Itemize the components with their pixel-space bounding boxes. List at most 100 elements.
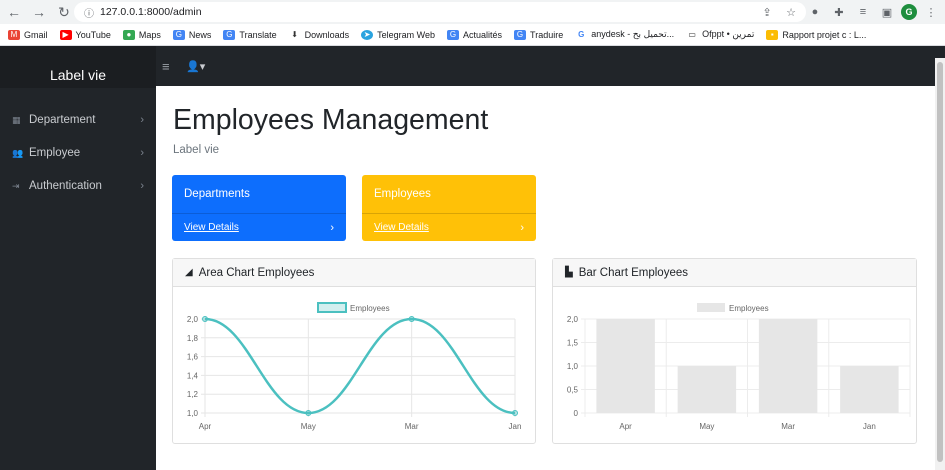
menu-toggle-icon[interactable]: ≡: [162, 59, 178, 74]
telegram-icon: ➤: [361, 30, 373, 40]
y-tick-label: 1,5: [567, 339, 579, 348]
bookmark-downloads[interactable]: ⬇ Downloads: [289, 30, 350, 40]
users-icon: 👥: [12, 148, 26, 159]
document-icon: ▭: [686, 30, 698, 40]
bar-chart: Employees 2,0 1,5 1,0 0,5 0 Apr May Mar Jan: [553, 287, 916, 443]
share-icon[interactable]: ⇪: [757, 2, 777, 22]
series-line: [205, 319, 515, 413]
bookmark-translate[interactable]: G Translate: [223, 30, 276, 40]
x-tick-label: May: [301, 422, 316, 431]
legend-label: Employees: [729, 304, 769, 313]
legend-label: Employees: [350, 304, 390, 313]
y-tick-label: 1,0: [567, 362, 579, 371]
user-dropdown-icon[interactable]: 👤▾: [186, 60, 205, 73]
profile-avatar[interactable]: G: [901, 4, 917, 20]
back-icon[interactable]: ←: [3, 1, 25, 23]
card-title: Employees: [362, 175, 536, 214]
card-title: Departments: [172, 175, 346, 214]
sidebar-item-employee[interactable]: 👥 Employee ›: [0, 140, 156, 166]
departments-view-details-link[interactable]: View Details: [184, 222, 239, 233]
forward-icon[interactable]: →: [28, 1, 50, 23]
bookmark-actualites[interactable]: G Actualités: [447, 30, 502, 40]
gmail-icon: M: [8, 30, 20, 40]
employees-card: Employees View Details ›: [362, 175, 536, 241]
area-chart-card: ◢ Area Chart Employees Employees 2,0 1,8 1,…: [172, 258, 536, 444]
legend-swatch: [318, 303, 346, 312]
news-icon: G: [173, 30, 185, 40]
bookmark-telegram[interactable]: ➤ Telegram Web: [361, 30, 435, 40]
bookmark-ofppt[interactable]: ▭ Ofppt • تمرين: [686, 29, 754, 40]
x-tick-label: Mar: [405, 422, 419, 431]
url-text: 127.0.0.1:8000/admin: [100, 6, 202, 18]
sidebar-item-authentication[interactable]: ⇥ Authentication ›: [0, 173, 156, 199]
info-icon[interactable]: ⓘ: [84, 5, 94, 20]
scrollbar-thumb[interactable]: [937, 62, 943, 462]
chevron-right-icon: ›: [140, 114, 144, 126]
address-bar[interactable]: ⓘ 127.0.0.1:8000/admin: [74, 2, 806, 22]
y-tick-label: 2,0: [187, 315, 199, 324]
x-tick-label: May: [699, 422, 714, 431]
y-tick-label: 1,0: [187, 409, 199, 418]
browser-toolbar: ← → ↻ ⓘ 127.0.0.1:8000/admin ⇪ ☆ ● ✚ ≡ ▣…: [0, 0, 945, 24]
reload-icon[interactable]: ↻: [53, 1, 75, 23]
bar-chart-card: ▙ Bar Chart Employees Employees 2,0 1,5 1,0…: [552, 258, 917, 444]
data-point: [306, 411, 311, 416]
data-point: [203, 317, 208, 322]
bookmark-gmail[interactable]: M Gmail: [8, 30, 48, 40]
bookmark-rapport[interactable]: ▪ Rapport projet c : L...: [766, 30, 866, 40]
page-title: Employees Management: [173, 104, 488, 137]
x-tick-label: Apr: [619, 422, 632, 431]
chevron-right-icon: ›: [520, 222, 524, 234]
news-icon: G: [447, 30, 459, 40]
bar: [840, 366, 899, 413]
chevron-right-icon: ›: [140, 147, 144, 159]
bar: [678, 366, 737, 413]
departments-card: Departments View Details ›: [172, 175, 346, 241]
app: Label vie ▦ Departement › 👥 Employee › ⇥…: [0, 46, 945, 470]
data-point: [409, 317, 414, 322]
x-tick-label: Jan: [509, 422, 522, 431]
side-panel-icon[interactable]: ▣: [877, 2, 897, 22]
main-content: Employees Management Label vie Departmen…: [156, 86, 935, 470]
star-icon[interactable]: ☆: [781, 2, 801, 22]
y-tick-label: 1,8: [187, 334, 199, 343]
bar: [596, 319, 655, 413]
menu-dots-icon[interactable]: ⋮: [921, 2, 941, 22]
table-icon: ▦: [12, 115, 26, 126]
translate-icon: G: [514, 30, 526, 40]
sidebar: Label vie ▦ Departement › 👥 Employee › ⇥…: [0, 46, 156, 470]
employees-view-details-link[interactable]: View Details: [374, 222, 429, 233]
bookmark-news[interactable]: G News: [173, 30, 212, 40]
slides-icon: ▪: [766, 30, 778, 40]
x-tick-label: Apr: [199, 422, 212, 431]
google-icon: G: [575, 30, 587, 40]
bookmark-traduire[interactable]: G Traduire: [514, 30, 563, 40]
puzzle-icon[interactable]: ✚: [829, 2, 849, 22]
sidebar-item-departement[interactable]: ▦ Departement ›: [0, 107, 156, 133]
bookmark-youtube[interactable]: ▶ YouTube: [60, 30, 111, 40]
sidebar-item-label: Departement: [29, 114, 95, 126]
y-tick-label: 1,2: [187, 390, 199, 399]
chevron-right-icon: ›: [330, 222, 334, 234]
y-tick-label: 1,6: [187, 353, 199, 362]
x-tick-label: Mar: [781, 422, 795, 431]
bar-chart-icon: ▙: [565, 267, 573, 278]
x-tick-label: Jan: [863, 422, 876, 431]
chart-title: Bar Chart Employees: [579, 267, 688, 279]
y-tick-label: 0: [574, 409, 579, 418]
page-subtitle: Label vie: [173, 144, 219, 156]
scrollbar[interactable]: [935, 58, 945, 470]
translate-icon: G: [223, 30, 235, 40]
cookie-extension-icon[interactable]: ●: [805, 2, 825, 22]
y-tick-label: 2,0: [567, 315, 579, 324]
reading-list-icon[interactable]: ≡: [853, 2, 873, 22]
download-icon: ⬇: [289, 30, 301, 40]
sidebar-item-label: Authentication: [29, 180, 102, 192]
chevron-right-icon: ›: [140, 180, 144, 192]
bookmark-maps[interactable]: ● Maps: [123, 30, 161, 40]
sign-in-icon: ⇥: [12, 181, 26, 192]
data-point: [513, 411, 518, 416]
brand[interactable]: Label vie: [0, 46, 156, 88]
